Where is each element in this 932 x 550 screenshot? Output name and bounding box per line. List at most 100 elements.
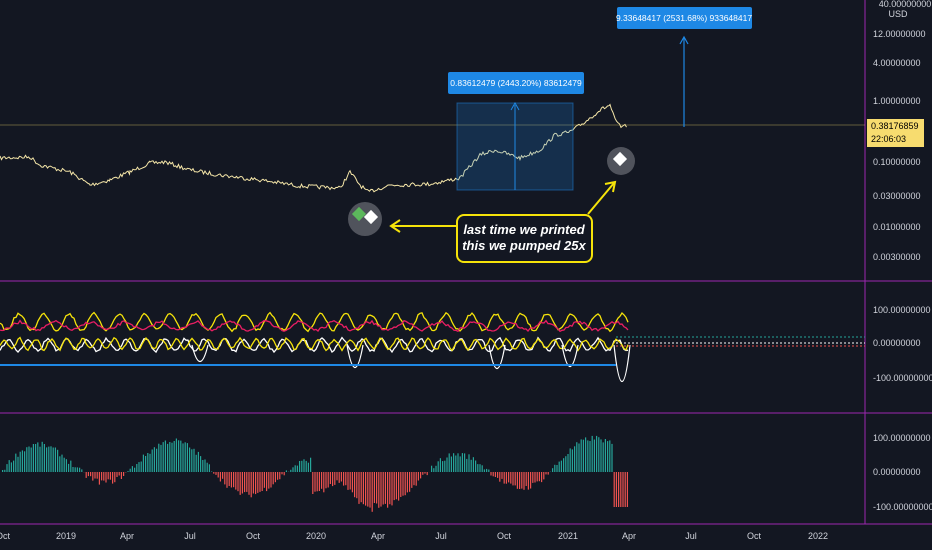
histogram-bar xyxy=(142,454,144,472)
histogram-bar xyxy=(285,470,287,472)
histogram-bar xyxy=(250,472,252,498)
oscillator-axis[interactable]: 100.00000000 0.00000000 -100.00000000 xyxy=(873,305,932,383)
histogram-bar xyxy=(345,472,347,486)
annotation-callout[interactable]: last time we printed this we pumped 25x xyxy=(389,180,617,263)
histogram-bar xyxy=(235,472,237,490)
histogram-bar xyxy=(624,472,626,507)
histogram-bar xyxy=(446,457,448,472)
histogram-bar xyxy=(101,472,103,481)
histogram-bar xyxy=(431,465,433,472)
time-axis-label: 2022 xyxy=(808,531,828,541)
price-pane[interactable] xyxy=(0,0,865,280)
histogram-bar xyxy=(554,464,556,472)
histogram-bar xyxy=(10,462,12,472)
current-price-tag[interactable]: 0.38176859 22:06:03 xyxy=(867,119,924,147)
oscillator-pane[interactable] xyxy=(0,282,865,412)
histogram-bar xyxy=(19,451,21,472)
histogram-bar xyxy=(114,472,116,483)
histogram-bar xyxy=(437,461,439,472)
histogram-bar xyxy=(21,450,23,472)
measure-range-1[interactable]: 0.83612479 (2443.20%) 83612479 xyxy=(448,72,584,191)
histogram-bar xyxy=(512,472,514,486)
histogram-bar xyxy=(197,451,199,472)
histogram-bar xyxy=(30,447,32,472)
histogram-bar xyxy=(571,449,573,472)
histogram-bar xyxy=(596,435,598,472)
histogram-bar xyxy=(90,472,92,477)
histogram-bar xyxy=(380,472,382,507)
histogram-pane[interactable] xyxy=(0,414,865,524)
histogram-bar xyxy=(567,454,569,472)
histogram-bar xyxy=(477,464,479,472)
histogram-bar xyxy=(162,442,164,472)
histogram-bar xyxy=(582,439,584,472)
histogram-bar xyxy=(439,458,441,472)
histogram-bar xyxy=(226,472,228,488)
histogram-bar xyxy=(563,458,565,472)
price-axis-label: 0.01000000 xyxy=(873,222,921,232)
histogram-bar xyxy=(54,447,56,472)
histogram-bar xyxy=(321,472,323,489)
histogram-bar xyxy=(468,454,470,472)
histogram-bar xyxy=(63,457,65,472)
histogram-bar xyxy=(607,441,609,472)
histogram-bar xyxy=(208,464,210,472)
histogram-bar xyxy=(52,447,54,472)
histogram-bar xyxy=(211,471,213,472)
histogram-bar xyxy=(6,464,8,472)
histogram-axis[interactable]: 100.00000000 0.00000000 -100.00000000 xyxy=(873,433,932,512)
histogram-bar xyxy=(127,471,129,472)
histogram-bar xyxy=(303,459,305,472)
time-axis-label: 2019 xyxy=(56,531,76,541)
histogram-bar xyxy=(369,472,371,508)
histogram-bar xyxy=(325,472,327,489)
price-axis-label: 1.00000000 xyxy=(873,96,921,106)
histogram-bar xyxy=(494,472,496,477)
histogram-bar xyxy=(217,472,219,478)
histogram-bar xyxy=(292,467,294,472)
histogram-bar xyxy=(371,472,373,512)
price-axis[interactable]: 40.00000000 USD 12.00000000 4.00000000 1… xyxy=(867,0,931,262)
hist-axis-label: 100.00000000 xyxy=(873,433,931,443)
histogram-bar xyxy=(277,472,279,480)
histogram-bar xyxy=(79,467,81,472)
histogram-bar xyxy=(98,472,100,485)
histogram-bar xyxy=(580,439,582,472)
histogram-bar xyxy=(360,472,362,503)
histogram-bar xyxy=(453,453,455,472)
histogram-bar xyxy=(239,472,241,495)
histogram-bar xyxy=(28,446,30,472)
signal-marker-2021[interactable] xyxy=(607,147,635,175)
histogram-bar xyxy=(206,462,208,472)
time-axis-label: Oct xyxy=(497,531,512,541)
histogram-bar xyxy=(466,458,468,472)
histogram-bar xyxy=(103,472,105,481)
histogram-bar xyxy=(593,439,595,472)
histogram-bar xyxy=(123,472,125,476)
price-axis-label: 12.00000000 xyxy=(873,29,926,39)
histogram-bar xyxy=(547,472,549,475)
measure-range-2[interactable]: 9.33648417 (2531.68%) 933648417 xyxy=(616,7,752,127)
histogram-bar xyxy=(413,472,415,486)
histogram-bar xyxy=(329,472,331,484)
histogram-bar xyxy=(384,472,386,504)
histogram-bar xyxy=(195,454,197,472)
histogram-bar xyxy=(61,454,63,472)
histogram-bar xyxy=(299,461,301,472)
histogram-bar xyxy=(283,472,285,476)
histogram-bar xyxy=(266,472,268,492)
time-axis[interactable]: Oct 2019 Apr Jul Oct 2020 Apr Jul Oct 20… xyxy=(0,531,828,541)
histogram-bar xyxy=(222,472,224,479)
signal-marker-2020[interactable] xyxy=(348,202,382,236)
histogram-bar xyxy=(228,472,230,486)
histogram-bar xyxy=(160,444,162,472)
histogram-bar xyxy=(13,460,15,472)
histogram-bar xyxy=(186,443,188,472)
histogram-bar xyxy=(538,472,540,482)
histogram-bar xyxy=(43,444,45,472)
histogram-bar xyxy=(565,456,567,472)
histogram-bar xyxy=(530,472,532,489)
histogram-bar xyxy=(576,442,578,472)
histogram-bar xyxy=(48,446,50,472)
